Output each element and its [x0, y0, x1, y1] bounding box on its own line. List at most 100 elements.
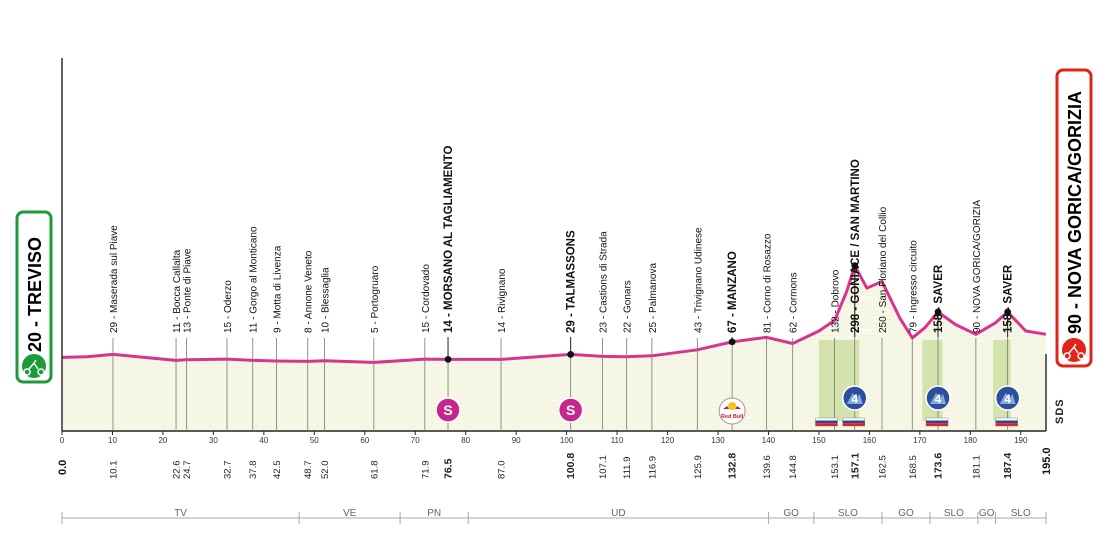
sprint-marker: [435, 397, 461, 423]
place-name: 298 - GONIACE / SAN MARTINO: [850, 159, 862, 333]
x-tick-label: 100: [560, 436, 574, 445]
x-tick-label: 180: [964, 436, 978, 445]
markers: S S 4 4 4 Red Bull: [435, 385, 1021, 427]
place-dot: [851, 262, 859, 270]
place-km: 87.0: [497, 461, 508, 480]
place-km: 100.8: [565, 453, 577, 479]
place-name: 13 - Ponte di Piave: [183, 248, 194, 333]
place-name: 5 - Portogruaro: [370, 265, 381, 333]
place-km: 173.6: [933, 453, 945, 479]
place-name: 79 - Ingresso circuito: [908, 240, 919, 333]
place-km: 61.8: [369, 461, 380, 480]
start-label: 20 - TREVISO: [25, 237, 45, 352]
x-tick-label: 50: [310, 436, 319, 445]
region-label: GO: [979, 508, 995, 519]
place-km: 32.7: [223, 461, 234, 480]
place-km: 107.1: [598, 455, 609, 479]
place-km: 139.6: [762, 455, 773, 479]
sprint-symbol: S: [443, 402, 452, 418]
place-name: 23 - Castions di Strada: [598, 231, 609, 333]
redbull-symbol: Red Bull: [721, 414, 744, 420]
place-km: 48.7: [303, 461, 314, 480]
x-tick-label: 130: [711, 436, 725, 445]
finish-flag-frame: [1055, 68, 1093, 368]
place-km: 52.0: [320, 461, 331, 480]
finish-label: 90 - NOVA GORICA/GORIZIA: [1065, 91, 1085, 334]
place-name: 14 - MORSANO AL TAGLIAMENTO: [443, 146, 455, 333]
x-tick-label: 140: [762, 436, 776, 445]
sun-icon: [728, 402, 737, 410]
y-tick-label: 200: [859, 296, 871, 303]
place-name: 29 - Maserada sul Piave: [109, 225, 120, 333]
place-name: 10 - Blessaglia: [320, 267, 331, 333]
sprint-marker: [557, 397, 584, 423]
place-name: 15 - Oderzo: [223, 280, 234, 333]
place-km: 10.1: [108, 461, 119, 480]
place-km: 76.5: [443, 458, 455, 479]
place-name: 81 - Corno di Rosazzo: [762, 233, 773, 333]
climb-category: 4: [851, 392, 858, 406]
redbull-marker: [718, 397, 746, 425]
place-name: 250 - San Floriano del Collio: [878, 206, 889, 333]
place-km: 42.5: [272, 461, 283, 480]
place-name: 11 - Bocca Callalta: [172, 249, 183, 333]
mountain-icon: [999, 393, 1016, 404]
region-label: GO: [898, 508, 914, 519]
x-tick-label: 70: [411, 436, 420, 445]
x-tick-label: 10: [108, 436, 117, 445]
cyclist-icon: [22, 354, 46, 378]
place-name: 22 - Gonars: [623, 280, 634, 333]
x-tick-label: 60: [360, 436, 369, 445]
place-name: 62 - Cormons: [789, 272, 800, 333]
x-tick-label: 80: [461, 436, 470, 445]
finish-flag: 90 - NOVA GORICA/GORIZIA: [1055, 68, 1093, 368]
x-tick-label: 0: [60, 436, 65, 445]
place-dot: [728, 338, 736, 346]
x-tick-label: 160: [863, 436, 877, 445]
x-tick-label: 190: [1014, 436, 1028, 445]
region-label: SLO: [944, 508, 964, 519]
region-label: GO: [783, 508, 799, 519]
x-tick-label: 120: [661, 436, 675, 445]
x-tick-label: 40: [259, 436, 268, 445]
x-tick-label: 110: [611, 436, 624, 445]
region-label: SLO: [838, 508, 858, 519]
place-km: 71.9: [420, 461, 431, 480]
x-tick-label: 170: [913, 436, 927, 445]
place-name: 158 - SAVER: [933, 264, 945, 333]
climb-category: 4: [935, 392, 942, 406]
cyclist-icon: [1062, 338, 1086, 362]
place-labels: 29 - Maserada sul Piave 10.1 11 - Bocca Ca…: [108, 146, 1014, 479]
place-km: 116.9: [647, 456, 658, 479]
place-name: 132 - Dobrovo: [831, 269, 842, 333]
place-km: 187.4: [1002, 453, 1014, 479]
start-km-label: 0.0: [57, 460, 69, 475]
place-name: 29 - TALMASSONS: [566, 230, 578, 333]
mountain-icon: [846, 393, 863, 404]
place-name: 11 - Gorgo al Monticano: [249, 226, 260, 333]
place-dot: [567, 351, 575, 358]
place-name: 43 - Trivignano Udinese: [693, 227, 704, 333]
region-label: PN: [427, 508, 441, 519]
place-name: 14 - Rivignano: [497, 268, 508, 333]
x-tick-label: 20: [158, 436, 167, 445]
sprint-symbol: S: [566, 402, 575, 418]
profile-area: [62, 265, 1046, 431]
place-km: 132.8: [727, 453, 739, 479]
region-label: SLO: [1011, 508, 1031, 519]
place-km: 181.1: [971, 455, 982, 479]
x-tick-label: 150: [812, 436, 826, 445]
region-label: TV: [174, 508, 187, 519]
region-label: UD: [611, 508, 625, 519]
place-km: 24.7: [182, 461, 193, 480]
sponsor-mark: SDS: [1054, 398, 1066, 424]
place-km: 22.6: [172, 461, 183, 480]
region-bar: TV VE PN UD GO SLO GO SLO GO SLO: [61, 508, 1047, 524]
place-km: 125.9: [693, 455, 704, 479]
place-dot: [1004, 308, 1012, 316]
place-dot: [934, 308, 942, 316]
start-flag-frame: [15, 210, 53, 384]
place-km: 168.5: [908, 455, 919, 479]
place-km: 37.8: [248, 461, 259, 480]
